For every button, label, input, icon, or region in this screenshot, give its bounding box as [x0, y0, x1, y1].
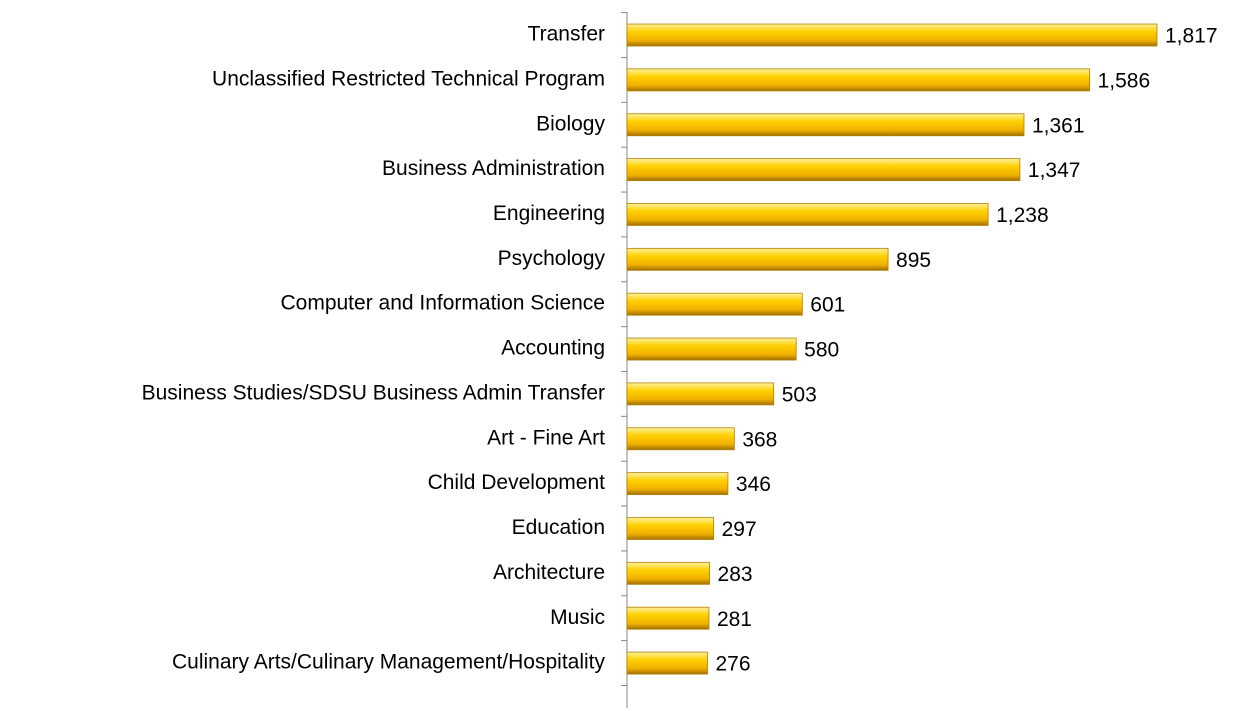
- data-label: 283: [718, 563, 753, 586]
- y-tick-label: Unclassified Restricted Technical Progra…: [212, 67, 605, 90]
- bar: [626, 68, 1091, 92]
- bar: [626, 247, 889, 271]
- bar: [626, 23, 1158, 47]
- y-tick-label: Biology: [536, 112, 605, 135]
- bar: [626, 203, 989, 226]
- bar: [626, 382, 775, 406]
- data-label: 1,817: [1165, 25, 1218, 48]
- bar: [626, 158, 1021, 182]
- bar: [626, 337, 797, 361]
- data-label: 1,361: [1032, 114, 1085, 137]
- data-label: 368: [742, 428, 777, 451]
- y-tick-label: Business Studies/SDSU Business Admin Tra…: [142, 381, 605, 404]
- y-tick-label: Education: [512, 516, 605, 539]
- data-label: 1,586: [1098, 69, 1151, 92]
- data-label: 346: [736, 473, 771, 496]
- bar: [626, 651, 708, 675]
- data-label: 1,238: [996, 204, 1049, 227]
- bar: [626, 472, 729, 496]
- y-tick-label: Music: [550, 606, 605, 629]
- y-tick-label: Business Administration: [382, 157, 605, 180]
- bar: [626, 606, 710, 630]
- y-tick-label: Transfer: [528, 23, 605, 46]
- y-tick-label: Architecture: [493, 561, 605, 584]
- data-label: 297: [722, 518, 757, 541]
- y-tick-label: Engineering: [493, 202, 605, 225]
- y-tick-label: Art - Fine Art: [487, 426, 605, 449]
- bar: [626, 561, 710, 585]
- data-label: 1,347: [1028, 159, 1081, 182]
- data-label: 580: [804, 339, 839, 362]
- bar: [626, 292, 803, 316]
- bar: [626, 113, 1025, 137]
- data-label: 503: [782, 383, 817, 406]
- bar: [626, 427, 735, 451]
- y-tick-label: Psychology: [498, 247, 606, 270]
- data-label: 276: [716, 653, 751, 676]
- data-label: 281: [717, 608, 752, 631]
- bar: [626, 517, 715, 540]
- data-label: 601: [810, 294, 845, 317]
- y-tick-label: Computer and Information Science: [280, 292, 605, 315]
- y-tick-label: Child Development: [428, 471, 606, 494]
- y-tick-label: Accounting: [501, 337, 605, 360]
- data-label: 895: [896, 249, 931, 272]
- y-tick-label: Culinary Arts/Culinary Management/Hospit…: [172, 651, 606, 674]
